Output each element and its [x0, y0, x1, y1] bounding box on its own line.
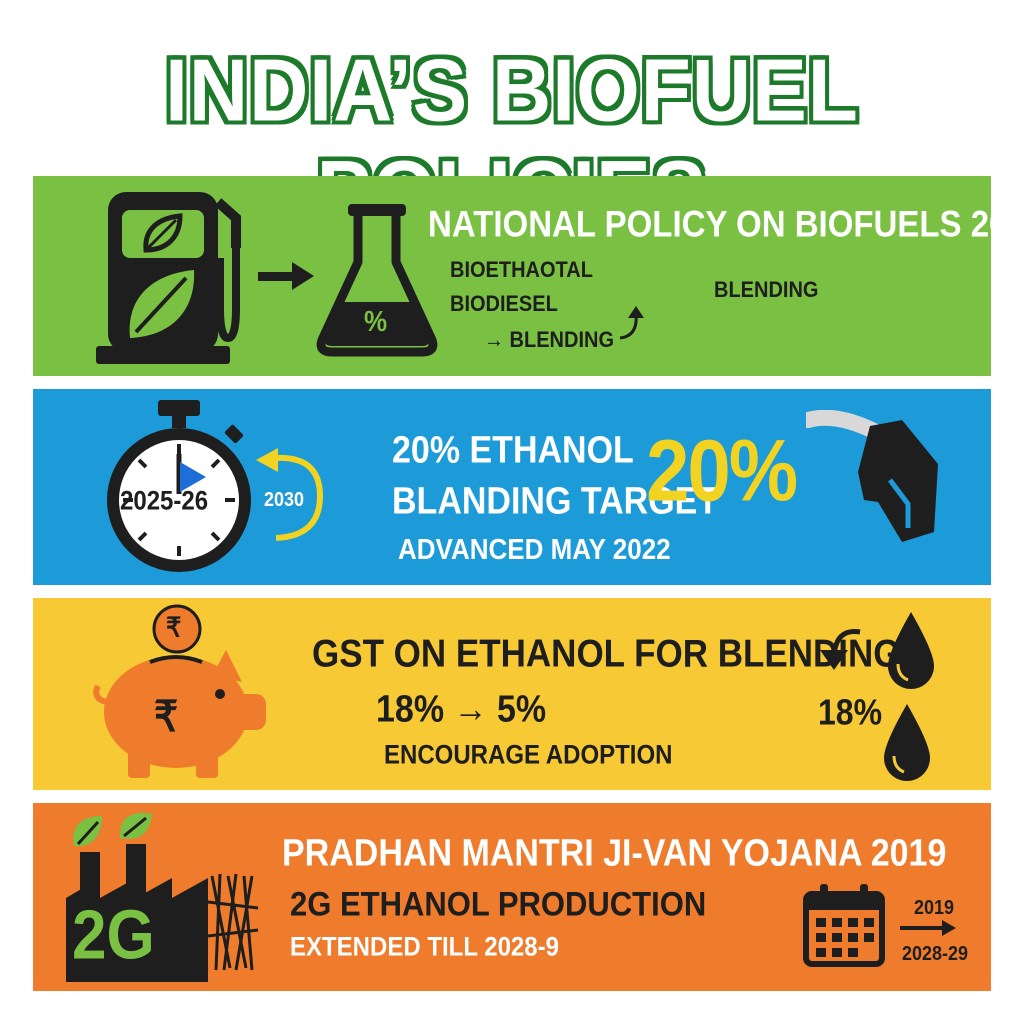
gst-heading: GST ON ETHANOL FOR BLENDING: [312, 632, 901, 676]
arrow-right-icon: [900, 920, 956, 936]
factory-2g-icon: [66, 812, 208, 982]
jivan-line1: 2G ETHANOL PRODUCTION: [290, 884, 707, 924]
ethanol-heading-line1: 20% ETHANOL: [392, 429, 634, 472]
stopwatch-label: 2025-26: [120, 486, 209, 517]
ethanol-heading-line2: BLANDING TARGET: [392, 480, 719, 523]
rupee-coin-icon: [152, 604, 202, 654]
factory-2g-label: 2G: [72, 897, 155, 975]
jivan-year-to: 2028-29: [902, 942, 969, 965]
biofuels-heading: NATIONAL POLICY ON BIOFUELS 2018: [428, 203, 1024, 245]
biomass-straw-icon: [207, 873, 259, 971]
jivan-line2: EXTENDED TILL 2028-9: [290, 932, 559, 963]
calendar-icon: [803, 884, 885, 967]
gst-change: 18% → 5%: [376, 688, 547, 731]
jivan-year-from: 2019: [914, 896, 955, 919]
fuel-nozzle-icon: [806, 410, 938, 542]
arrow-right-icon: [258, 262, 314, 290]
jivan-heading: PRADHAN MANTRI JI-VAN YOJANA 2019: [282, 832, 947, 875]
oil-drop-icon: [884, 704, 930, 781]
play-icon: [180, 462, 206, 492]
curved-arrow-down-icon: [820, 629, 861, 670]
gst-side-percent: 18%: [818, 692, 883, 733]
prior-year-label: 2030: [264, 488, 305, 511]
curved-arrow-up-icon: [619, 306, 644, 340]
stopwatch-icon: [107, 400, 251, 572]
flask-percent-icon: [316, 204, 438, 357]
piggy-rupee-symbol: ₹: [154, 694, 179, 742]
ethanol-subtext: ADVANCED MAY 2022: [398, 532, 671, 566]
biofuels-side-label: BLENDING: [714, 278, 819, 303]
big-percent: 20%: [646, 421, 798, 520]
oil-drop-icon: [888, 612, 934, 689]
circular-arrow-icon: [256, 448, 324, 541]
coin-rupee-symbol: ₹: [166, 613, 182, 644]
biofuels-item-biodiesel: BIODIESEL: [450, 292, 558, 317]
flask-percent-symbol: %: [364, 304, 388, 338]
biofuels-item-blending: → BLENDING: [484, 328, 614, 353]
biofuels-item-bioethanol: BIOETHAOTAL: [450, 258, 593, 283]
fuel-pump-leaf-icon: [96, 192, 241, 364]
piggy-bank-icon: [93, 650, 266, 778]
gst-subtext: ENCOURAGE ADOPTION: [384, 740, 673, 771]
